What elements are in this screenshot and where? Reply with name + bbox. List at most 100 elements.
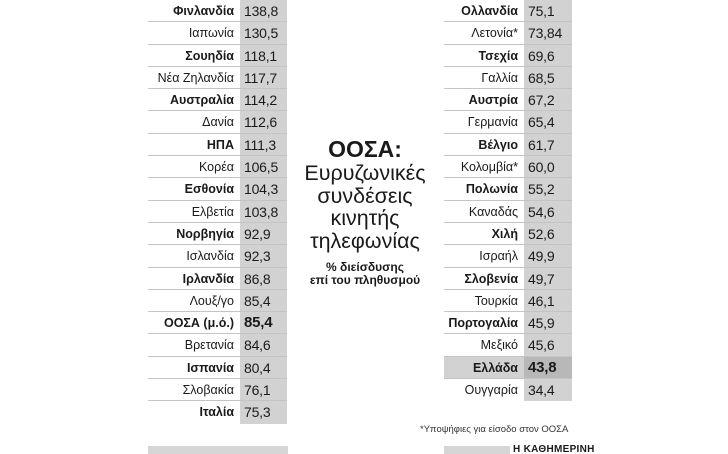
value-label: 138,8 — [240, 0, 287, 22]
value-label: 65,4 — [524, 111, 572, 133]
table-row: Πορτογαλία 45,9 — [444, 312, 572, 335]
table-row: Αυστρία 67,2 — [444, 89, 572, 112]
table-row: Ιαπωνία 130,5 — [148, 22, 287, 45]
value-label: 85,4 — [240, 289, 287, 312]
chart-subtitle-line: συνδέσεις — [317, 183, 413, 208]
value-label: 43,8 — [524, 356, 572, 379]
country-label: Ιαπωνία — [188, 26, 234, 41]
table-row: Ουγγαρία 34,4 — [444, 379, 572, 402]
value-label: 104,3 — [240, 178, 287, 200]
value-label: 34,4 — [524, 379, 572, 402]
country-label: Σλοβακία — [182, 383, 234, 398]
value-label: 111,3 — [240, 133, 287, 156]
country-label: ΗΠΑ — [206, 137, 234, 152]
country-label: Ιταλία — [199, 405, 235, 420]
value-label: 130,5 — [240, 22, 287, 44]
country-label: Νορβηγία — [176, 226, 234, 241]
value-label: 85,4 — [240, 312, 287, 334]
country-label: Αυστρία — [468, 93, 518, 108]
country-label: Εσθονία — [184, 182, 234, 197]
table-row: Ισπανία 80,4 — [148, 356, 287, 380]
country-label: Αυστραλία — [170, 93, 234, 108]
value-label: 55,2 — [524, 178, 572, 200]
value-label: 103,8 — [240, 200, 287, 222]
unit-line: % διείσδυσης — [326, 260, 404, 274]
value-label: 60,0 — [524, 156, 572, 178]
value-label: 75,3 — [240, 401, 287, 424]
table-row: Δανία 112,6 — [148, 111, 287, 134]
value-label: 86,8 — [240, 267, 287, 289]
table-row: Ισραήλ 49,9 — [444, 245, 572, 268]
country-label: Ισλανδία — [186, 249, 234, 264]
value-label: 75,1 — [524, 0, 572, 22]
value-label: 76,1 — [240, 379, 287, 401]
value-label: 80,4 — [240, 356, 287, 379]
footnote: *Υποψήφιες για είσοδο στον ΟΟΣΑ — [420, 424, 569, 435]
country-label: Καναδάς — [468, 204, 518, 219]
table-row: Νορβηγία 92,9 — [148, 222, 287, 246]
unit-label: % διείσδυσης επί του πληθυσμού — [290, 261, 440, 287]
table-row: ΗΠΑ 111,3 — [148, 133, 287, 157]
value-label: 117,7 — [240, 66, 287, 89]
right-table: Ολλανδία 75,1 Λετονία* 73,84 Τσεχία 69,6 Γαλλί… — [444, 0, 572, 402]
table-row: ΟΟΣΑ (μ.ό.) 85,4 — [148, 312, 287, 335]
table-row: Λετονία* 73,84 — [444, 22, 572, 45]
country-label: Τσεχία — [478, 48, 518, 63]
table-row: Ιρλανδία 86,8 — [148, 267, 287, 290]
value-label: 46,1 — [524, 289, 572, 312]
value-label: 67,2 — [524, 89, 572, 111]
table-row: Σλοβακία 76,1 — [148, 379, 287, 402]
value-label: 106,5 — [240, 156, 287, 178]
table-row: Βέλγιο 61,7 — [444, 133, 572, 157]
table-row: Κολομβία* 60,0 — [444, 156, 572, 179]
country-label: Νέα Ζηλανδία — [157, 70, 234, 85]
value-label: 69,6 — [524, 44, 572, 66]
chart-subtitle-line: τηλεφωνίας — [310, 228, 420, 253]
table-row: Ισλανδία 92,3 — [148, 245, 287, 268]
value-label: 84,6 — [240, 334, 287, 356]
value-label: 112,6 — [240, 111, 287, 133]
value-label: 61,7 — [524, 133, 572, 156]
table-row: Καναδάς 54,6 — [444, 200, 572, 223]
table-row: Νέα Ζηλανδία 117,7 — [148, 66, 287, 90]
country-label: Ολλανδία — [461, 4, 518, 18]
table-row: Τσεχία 69,6 — [444, 44, 572, 67]
country-label: Βρετανία — [184, 338, 234, 353]
country-label: Κολομβία* — [460, 160, 518, 175]
country-label: Πορτογαλία — [448, 316, 518, 331]
country-label: Ελβετία — [191, 204, 234, 219]
value-label: 92,3 — [240, 245, 287, 267]
country-label: Ιρλανδία — [182, 271, 234, 286]
value-label: 49,7 — [524, 267, 572, 289]
table-row: Χιλή 52,6 — [444, 222, 572, 246]
table-row: Γαλλία 68,5 — [444, 66, 572, 90]
table-row: Σλοβενία 49,7 — [444, 267, 572, 290]
country-label: Ισραήλ — [479, 249, 518, 264]
table-row: Φινλανδία 138,8 — [148, 0, 287, 23]
table-row: Γερμανία 65,4 — [444, 111, 572, 134]
bottom-rule-right — [444, 446, 572, 454]
value-label: 49,9 — [524, 245, 572, 267]
value-label: 52,6 — [524, 222, 572, 245]
publisher-credit: Η ΚΑΘΗΜΕΡΙΝΗ — [510, 444, 598, 454]
country-label: Βέλγιο — [478, 137, 518, 152]
table-row: Ελλάδα 43,8 — [444, 356, 572, 380]
country-label: Ισπανία — [186, 360, 234, 375]
table-row: Πολωνία 55,2 — [444, 178, 572, 201]
country-label: Ουγγαρία — [464, 383, 518, 398]
table-row: Ελβετία 103,8 — [148, 200, 287, 223]
bottom-rule-left — [148, 446, 288, 454]
country-label: Λουξ/γο — [189, 293, 234, 308]
table-row: Μεξικό 45,6 — [444, 334, 572, 357]
country-label: Φινλανδία — [173, 4, 234, 18]
country-label: Σουηδία — [185, 48, 234, 63]
chart-heading: ΟΟΣΑ: Ευρυζωνικές συνδέσεις κινητής τηλε… — [290, 136, 440, 287]
value-label: 45,6 — [524, 334, 572, 356]
table-row: Βρετανία 84,6 — [148, 334, 287, 357]
table-row: Ιταλία 75,3 — [148, 401, 287, 424]
value-label: 45,9 — [524, 312, 572, 334]
value-label: 92,9 — [240, 222, 287, 245]
value-label: 73,84 — [524, 22, 572, 44]
country-label: Γερμανία — [467, 115, 518, 130]
left-table: Φινλανδία 138,8 Ιαπωνία 130,5 Σουηδία 118,1 Νέ… — [148, 0, 287, 424]
